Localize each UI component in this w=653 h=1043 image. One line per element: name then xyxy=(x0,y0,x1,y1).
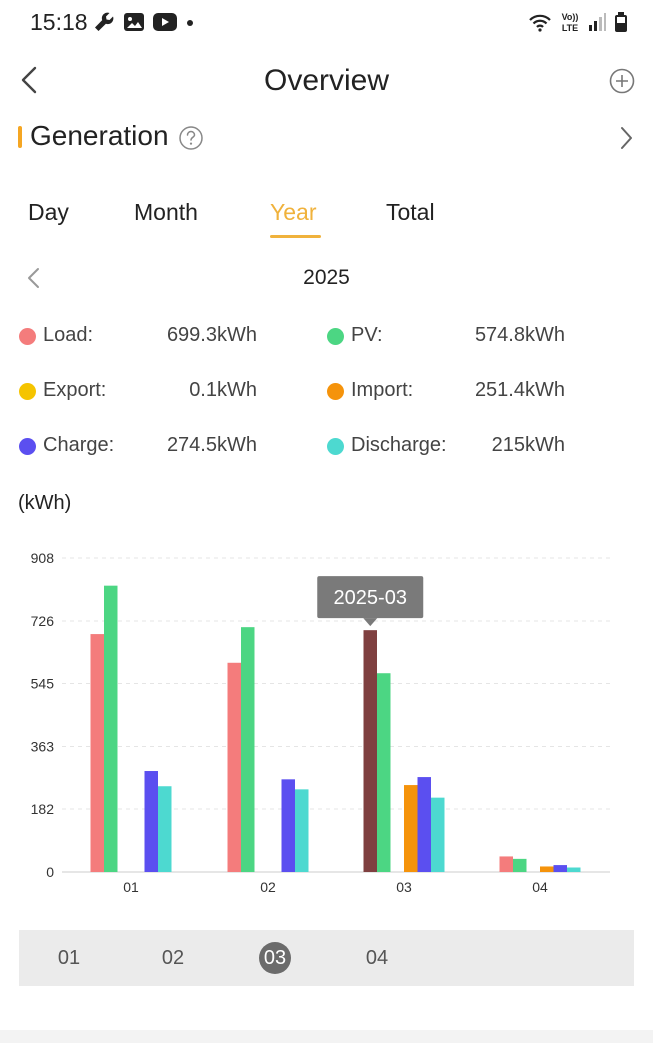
bar-pv-04 xyxy=(513,858,527,872)
status-icons-right: Vo)) LTE xyxy=(527,10,629,34)
bar-pv-03 xyxy=(377,673,391,872)
import-dot-icon xyxy=(327,383,344,400)
summary-row: Load: 699.3kWh PV: 574.8kWh xyxy=(0,319,653,355)
tab-year[interactable]: Year xyxy=(270,199,317,225)
bar-pv-02 xyxy=(241,627,255,872)
image-icon xyxy=(122,10,146,34)
previous-period-button[interactable] xyxy=(24,264,44,292)
bar-pv-01 xyxy=(104,585,118,872)
tab-day[interactable]: Day xyxy=(28,199,69,225)
page-title: Overview xyxy=(263,64,390,97)
bar-load-01 xyxy=(90,634,104,872)
y-tick-label: 182 xyxy=(31,801,55,817)
youtube-icon xyxy=(152,11,178,33)
month-chip-03[interactable]: 03 xyxy=(259,942,291,974)
x-tick-label: 01 xyxy=(123,879,139,895)
month-chip-01[interactable]: 01 xyxy=(57,946,81,969)
charge-dot-icon xyxy=(19,438,36,455)
add-button[interactable] xyxy=(609,68,635,94)
battery-icon xyxy=(613,10,629,34)
bar-discharge-04 xyxy=(567,867,581,872)
section-header[interactable]: Generation xyxy=(0,118,653,158)
section-accent-bar xyxy=(18,126,22,148)
summary-value: 215kWh xyxy=(491,434,565,456)
tab-total[interactable]: Total xyxy=(386,199,435,225)
bar-load-04 xyxy=(499,856,513,872)
bar-charge-04 xyxy=(553,865,567,872)
summary-label: Discharge: xyxy=(351,434,447,456)
tab-active-indicator xyxy=(270,235,321,238)
discharge-dot-icon xyxy=(327,438,344,455)
wrench-icon xyxy=(92,10,116,34)
summary-label: Charge: xyxy=(43,434,115,456)
period-tabs: Day Month Year Total xyxy=(0,195,653,245)
chart-canvas[interactable]: 908 726 545 363 182 0 01 02 03 04 2025-03 xyxy=(0,540,653,910)
x-tick-label: 04 xyxy=(532,879,548,895)
tooltip-pointer xyxy=(363,618,378,627)
bar-load-03 xyxy=(363,630,377,872)
app-header: Overview xyxy=(0,56,653,106)
tooltip-box xyxy=(317,576,424,619)
bar-import-04 xyxy=(540,866,554,872)
status-time: 15:18 xyxy=(30,9,88,35)
summary-value: 699.3kWh xyxy=(166,324,257,346)
summary-label: Load: xyxy=(43,324,94,346)
bar-discharge-02 xyxy=(295,789,309,872)
back-button[interactable] xyxy=(14,62,44,98)
y-tick-label: 545 xyxy=(31,676,55,692)
bar-charge-02 xyxy=(281,779,295,872)
period-navigator: 2025 xyxy=(0,258,653,298)
status-icons-left xyxy=(92,10,196,34)
chevron-left-icon xyxy=(21,66,37,94)
summary-value: 574.8kWh xyxy=(474,324,565,346)
load-dot-icon xyxy=(19,328,36,345)
summary-row: Export: 0.1kWh Import: 251.4kWh xyxy=(0,374,653,410)
svg-text:Vo)): Vo)) xyxy=(562,12,579,22)
summary-label: PV: xyxy=(351,324,383,346)
summary-row: Charge: 274.5kWh Discharge: 215kWh xyxy=(0,429,653,465)
signal-icon xyxy=(587,10,607,34)
bar-load-02 xyxy=(227,662,241,872)
pv-dot-icon xyxy=(327,328,344,345)
wifi-icon xyxy=(527,10,553,34)
chevron-right-icon[interactable] xyxy=(617,124,635,152)
y-tick-label: 726 xyxy=(31,613,55,629)
period-label: 2025 xyxy=(303,266,350,289)
summary-value: 0.1kWh xyxy=(189,379,257,401)
tab-month[interactable]: Month xyxy=(134,199,198,225)
unit-label: (kWh) xyxy=(18,492,72,514)
y-tick-label: 0 xyxy=(46,864,54,880)
y-tick-label: 363 xyxy=(31,738,55,754)
volte-icon: Vo)) LTE xyxy=(559,10,581,34)
export-dot-icon xyxy=(19,383,36,400)
question-circle-icon[interactable] xyxy=(178,125,204,151)
summary-label: Export: xyxy=(43,379,107,401)
month-selector: 01 02 03 04 xyxy=(19,930,634,986)
x-tick-label: 03 xyxy=(396,879,412,895)
tooltip-label: 2025-03 xyxy=(334,587,407,609)
x-tick-label: 02 xyxy=(260,879,276,895)
bottom-panel xyxy=(0,1030,653,1043)
bar-discharge-01 xyxy=(158,786,172,872)
month-chip-02[interactable]: 02 xyxy=(161,946,185,969)
status-bar: 15:18 Vo)) LTE xyxy=(0,0,653,46)
bar-charge-03 xyxy=(417,777,431,872)
month-chip-04[interactable]: 04 xyxy=(365,946,389,969)
y-tick-label: 908 xyxy=(31,550,55,566)
bar-import-03 xyxy=(404,785,418,872)
chevron-left-icon xyxy=(28,268,39,288)
section-title: Generation xyxy=(30,120,169,151)
bar-charge-01 xyxy=(144,771,158,872)
bar-discharge-03 xyxy=(431,797,445,872)
summary-label: Import: xyxy=(351,379,414,401)
svg-text:LTE: LTE xyxy=(562,23,578,33)
plus-circle-icon xyxy=(609,68,635,94)
energy-bar-chart[interactable]: 908 726 545 363 182 0 01 02 03 04 2025-03 xyxy=(0,540,653,910)
summary-value: 274.5kWh xyxy=(166,434,257,456)
summary-value: 251.4kWh xyxy=(474,379,565,401)
dot-icon xyxy=(184,10,196,34)
